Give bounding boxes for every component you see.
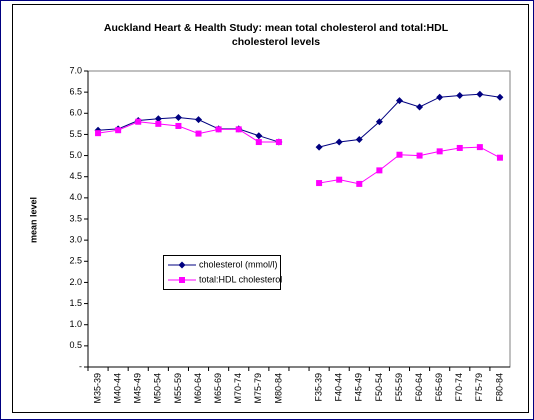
- x-tick-label: M35-39: [92, 373, 102, 404]
- x-tick-label: M55-59: [173, 373, 183, 404]
- point: [336, 176, 343, 183]
- legend: cholesterol (mmol/l) total:HDL cholestero…: [163, 255, 282, 290]
- x-tick-label: F55-59: [394, 373, 404, 402]
- point: [95, 130, 102, 137]
- x-tick-label: F60-64: [414, 373, 424, 402]
- y-tick-label: 1.5: [69, 298, 82, 308]
- point: [356, 180, 363, 187]
- point: [275, 139, 282, 146]
- point: [255, 139, 262, 146]
- x-tick-label: F65-69: [434, 373, 444, 402]
- point: [476, 144, 483, 151]
- chart-title: Auckland Heart & Health Study: mean tota…: [104, 22, 449, 34]
- point: [154, 115, 162, 123]
- legend-label: total:HDL cholesterol: [199, 274, 282, 284]
- y-tick-label: 3.0: [69, 235, 82, 245]
- y-tick-label: 6.0: [69, 108, 82, 118]
- point: [395, 97, 403, 105]
- point: [195, 130, 202, 137]
- series-line: [97, 121, 501, 185]
- y-tick-label: 5.0: [69, 150, 82, 160]
- point: [436, 148, 443, 155]
- point: [376, 167, 383, 174]
- legend-box: [163, 255, 281, 290]
- y-tick-label: -: [79, 361, 82, 371]
- x-tick-label: M50-54: [153, 373, 163, 404]
- x-tick-label: M75-79: [253, 373, 263, 404]
- y-tick-label: 2.0: [69, 277, 82, 287]
- y-tick-label: 6.5: [69, 87, 82, 97]
- x-tick-label: F40-44: [334, 373, 344, 402]
- point: [476, 90, 484, 98]
- point: [456, 92, 464, 100]
- y-tick-label: 4.0: [69, 192, 82, 202]
- plot-area: [87, 70, 511, 368]
- y-tick-label: 0.5: [69, 340, 82, 350]
- point: [115, 127, 122, 134]
- x-tick-label: F70-74: [454, 373, 464, 402]
- point: [335, 138, 343, 146]
- x-tick-label: M40-44: [113, 373, 123, 404]
- point: [496, 93, 504, 101]
- point: [416, 103, 424, 111]
- x-tick-label: F50-54: [374, 373, 384, 402]
- y-tick-label: 1.0: [69, 319, 82, 329]
- point: [135, 118, 142, 125]
- x-tick-label: M70-74: [233, 373, 243, 404]
- y-axis-title: mean level: [28, 197, 38, 243]
- x-tick-label: F80-84: [494, 373, 504, 402]
- x-tick-label: M45-49: [133, 373, 143, 404]
- chart-title: cholesterol levels: [232, 36, 320, 48]
- legend-marker: [179, 277, 185, 283]
- point: [416, 152, 423, 159]
- x-tick-label: F75-79: [474, 373, 484, 402]
- series-line: [98, 93, 501, 148]
- legend-marker: [178, 261, 186, 269]
- point: [235, 126, 242, 133]
- point: [315, 143, 323, 151]
- point: [174, 114, 182, 122]
- point: [456, 144, 463, 151]
- point: [496, 154, 503, 161]
- point: [255, 132, 263, 140]
- y-tick-label: 3.5: [69, 213, 82, 223]
- point: [436, 93, 444, 101]
- point: [396, 151, 403, 158]
- point: [155, 120, 162, 127]
- point: [375, 118, 383, 126]
- point: [195, 116, 203, 124]
- point: [215, 126, 222, 133]
- point: [175, 122, 182, 129]
- x-tick-label: M80-84: [273, 373, 283, 404]
- x-tick-label: M65-69: [213, 373, 223, 404]
- y-tick-label: 7.0: [69, 65, 82, 75]
- legend-label: cholesterol (mmol/l): [199, 259, 278, 269]
- x-tick-label: F35-39: [313, 373, 323, 402]
- point: [355, 136, 363, 144]
- y-tick-label: 4.5: [69, 171, 82, 181]
- x-tick-label: F45-49: [354, 373, 364, 402]
- y-tick-label: 2.5: [69, 256, 82, 266]
- point: [316, 180, 323, 187]
- x-tick-label: M60-64: [193, 373, 203, 404]
- y-tick-label: 5.5: [69, 129, 82, 139]
